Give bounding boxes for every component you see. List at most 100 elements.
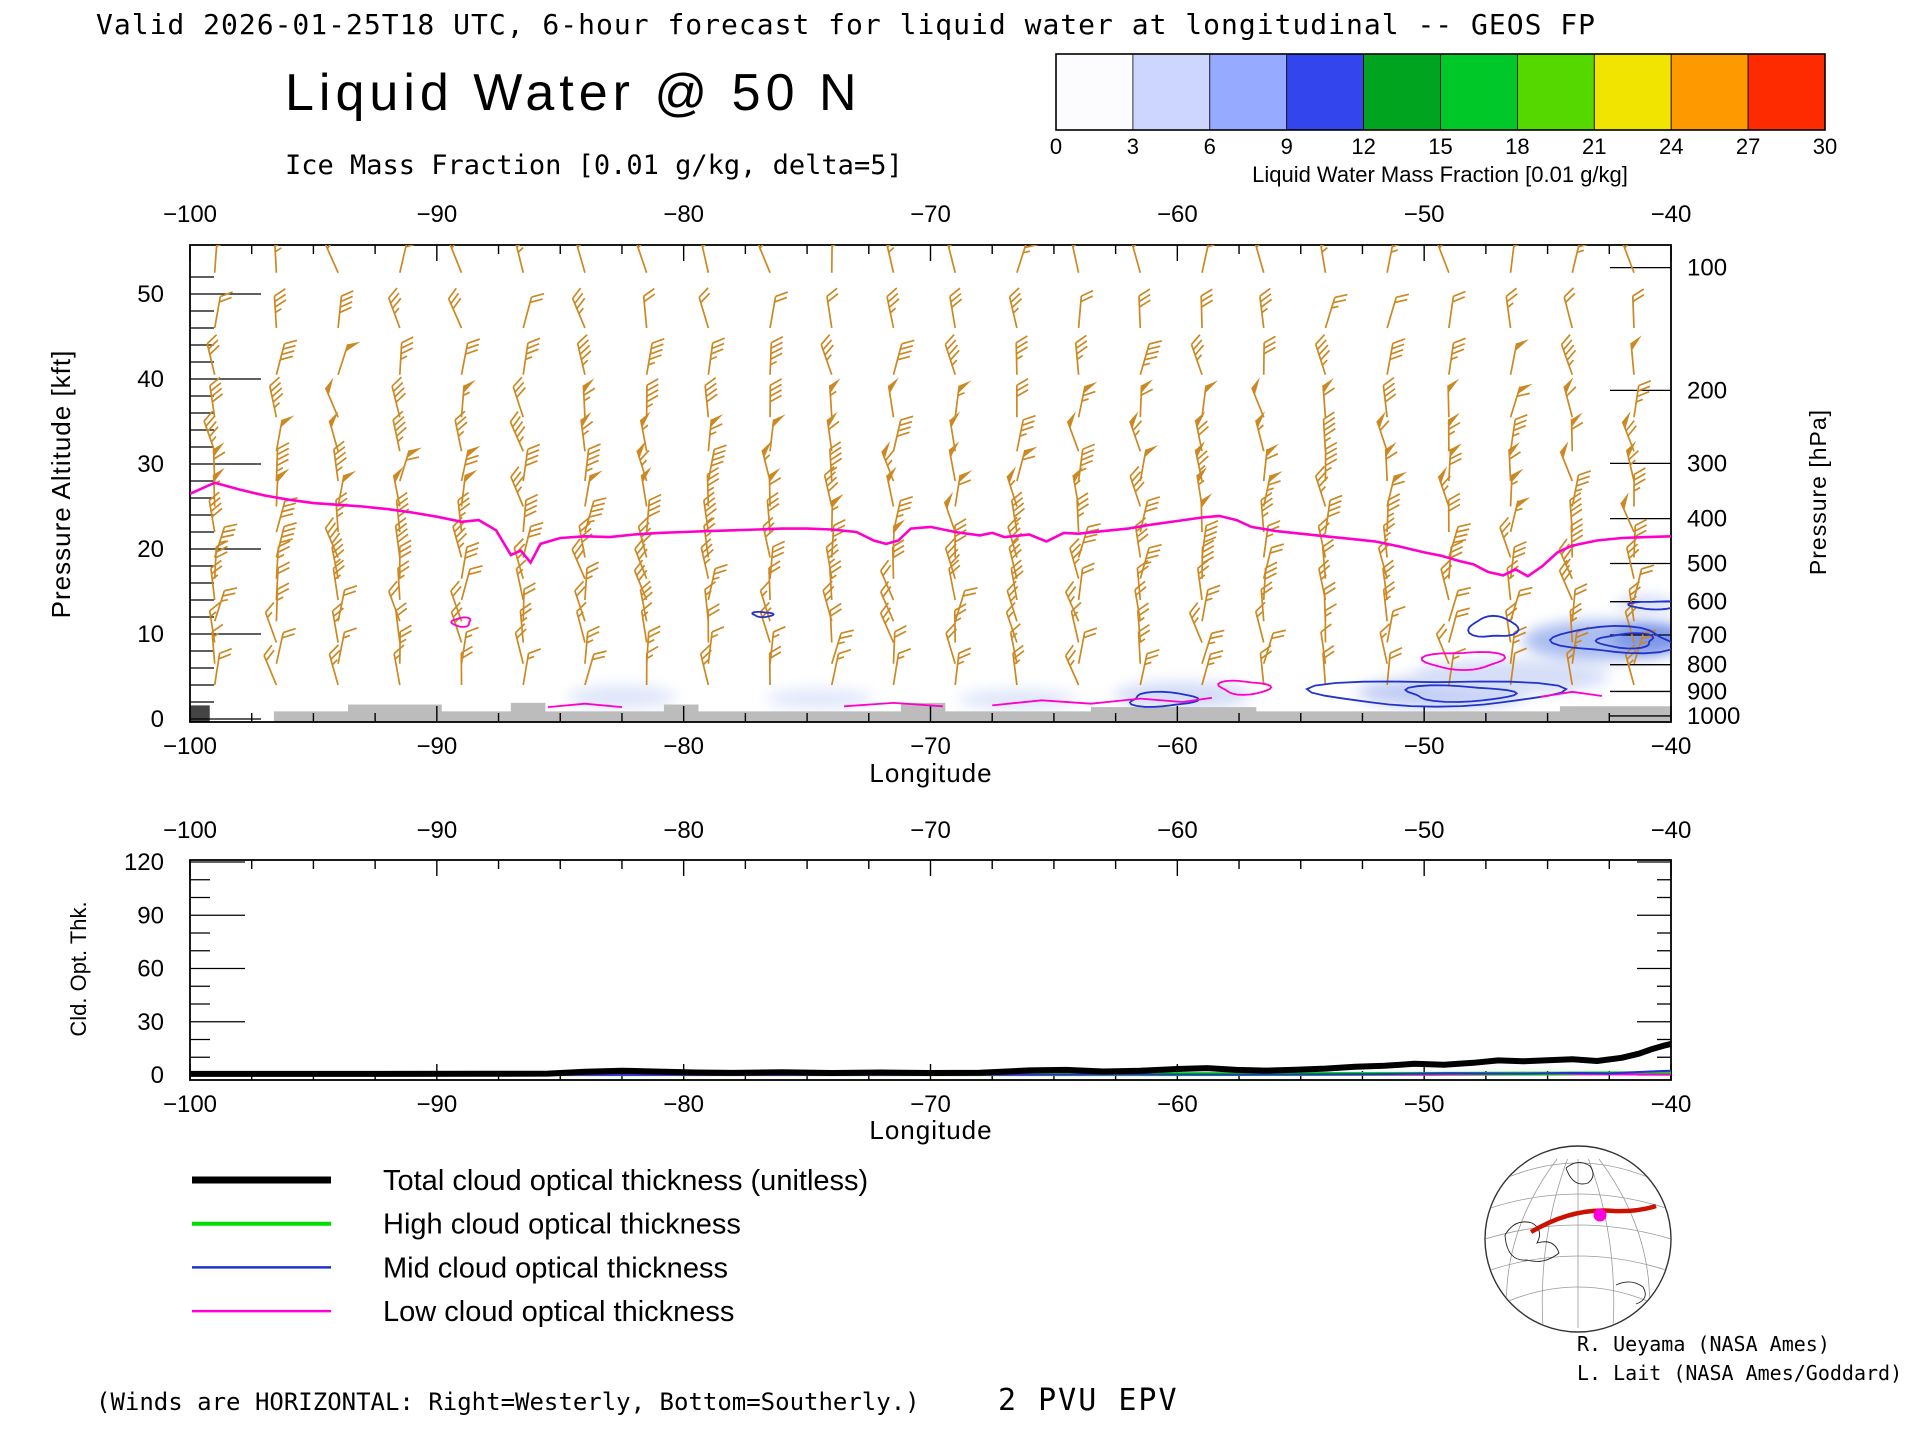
wind-barb: [213, 540, 229, 579]
terrain: [900, 702, 946, 722]
hpa-tick-label: 1000: [1687, 703, 1740, 730]
wind-barb: [1262, 443, 1279, 482]
wind-barb: [584, 625, 600, 664]
wind-barb: [769, 378, 783, 418]
wind-barb: [892, 415, 914, 452]
colorbar-tick-label: 30: [1813, 134, 1837, 159]
wind-barb: [1319, 245, 1328, 273]
wind-barb: [700, 538, 714, 579]
wind-barb: [1254, 601, 1266, 643]
wind-barb: [949, 287, 963, 329]
colorbar-cell: [1209, 53, 1288, 131]
cross-section-track: [1529, 1203, 1657, 1234]
wind-barb: [210, 559, 223, 601]
x-tick-label-bottom: −100: [163, 733, 217, 760]
credit-line-2: L. Lait (NASA Ames/Goddard): [1577, 1361, 1902, 1385]
hpa-tick-label: 800: [1687, 652, 1727, 679]
wind-barb: [1448, 607, 1470, 643]
wind-barb: [213, 647, 233, 686]
wind-barb: [1077, 289, 1094, 329]
wind-barb: [1069, 538, 1083, 579]
wind-barb: [1633, 518, 1648, 558]
cloud-shading: [765, 688, 874, 709]
epv-label: 2 PVU EPV: [998, 1383, 1179, 1418]
colorbar-tick-label: 27: [1736, 134, 1760, 159]
wind-barb: [460, 626, 479, 664]
page-title: Liquid Water @ 50 N: [285, 64, 862, 122]
wind-barb: [584, 497, 607, 533]
lower-plot-box: [189, 859, 1672, 1081]
colorbar-tick-label: 21: [1582, 134, 1606, 159]
wind-barb: [707, 337, 726, 375]
wind-barb: [392, 410, 407, 452]
wind-barb: [1570, 412, 1584, 452]
cloud-shading: [567, 685, 677, 709]
wind-barb: [213, 245, 222, 273]
wind-barb: [757, 245, 771, 274]
x-tick-label-bottom: −90: [416, 733, 457, 760]
wind-barb: [398, 539, 412, 579]
wind-barb: [1251, 377, 1265, 418]
wind-barb: [522, 493, 539, 533]
x-tick-label-top: −60: [1157, 201, 1198, 228]
wind-barb-field: [203, 245, 1657, 686]
wind-barb: [707, 414, 724, 452]
wind-barb: [1633, 467, 1646, 507]
wind-barb: [454, 410, 468, 452]
wind-barb: [1324, 494, 1343, 533]
wind-barb: [324, 377, 339, 418]
wind-barb: [1437, 466, 1451, 507]
wind-barb: [1386, 245, 1400, 273]
wind-barb: [707, 563, 728, 601]
wind-barb: [1074, 334, 1088, 375]
wind-barb: [1509, 468, 1524, 507]
kft-tick-label: 40: [137, 366, 164, 393]
hpa-tick-label: 600: [1687, 589, 1727, 616]
wind-barb: [1139, 379, 1154, 418]
wind-barb: [1188, 602, 1203, 643]
wind-barb: [584, 443, 601, 482]
wind-barb: [1570, 517, 1584, 558]
x-tick-label-top: −50: [1404, 201, 1445, 228]
opt-thk-tick-label: 60: [137, 956, 164, 983]
wind-barb: [769, 291, 789, 329]
wind-barb: [1128, 411, 1143, 452]
wind-barb: [1201, 380, 1218, 418]
colorbar-cell: [1132, 53, 1211, 131]
wind-barb: [576, 601, 587, 643]
wind-barb: [1015, 377, 1029, 418]
wind-barb: [1448, 523, 1471, 558]
wind-barb: [954, 587, 978, 622]
wind-barb: [584, 470, 603, 507]
wind-barb: [1314, 334, 1331, 376]
wind-barb: [522, 648, 541, 686]
wind-barb: [1010, 559, 1024, 601]
colorbar-tick-label: 9: [1281, 134, 1293, 159]
wind-barb: [1201, 539, 1215, 579]
wind-barb: [1070, 601, 1082, 643]
wind-barb: [1064, 580, 1080, 622]
wind-barb: [460, 379, 476, 418]
wind-barb: [830, 518, 846, 558]
wind-barb: [395, 602, 408, 643]
lower-x-tick-label-bottom: −80: [663, 1091, 704, 1118]
wind-barb: [769, 414, 786, 452]
wind-barb: [1386, 493, 1401, 533]
wind-barb: [324, 517, 341, 558]
colorbar-cell: [1747, 53, 1826, 131]
wind-barb: [707, 444, 727, 482]
wind-barb: [1139, 445, 1159, 482]
wind-barb: [943, 491, 956, 533]
wind-barb: [514, 623, 527, 664]
wind-barb: [1076, 492, 1089, 533]
wind-barb: [706, 466, 720, 507]
hpa-tick-label: 500: [1687, 551, 1727, 578]
low-cloud-contour-open: [844, 701, 943, 708]
wind-barb: [387, 287, 402, 329]
wind-barb: [1382, 377, 1397, 418]
wind-barb: [275, 339, 298, 375]
wind-barb: [645, 378, 659, 418]
wind-barb: [1200, 493, 1213, 533]
location-marker: [1593, 1208, 1607, 1222]
